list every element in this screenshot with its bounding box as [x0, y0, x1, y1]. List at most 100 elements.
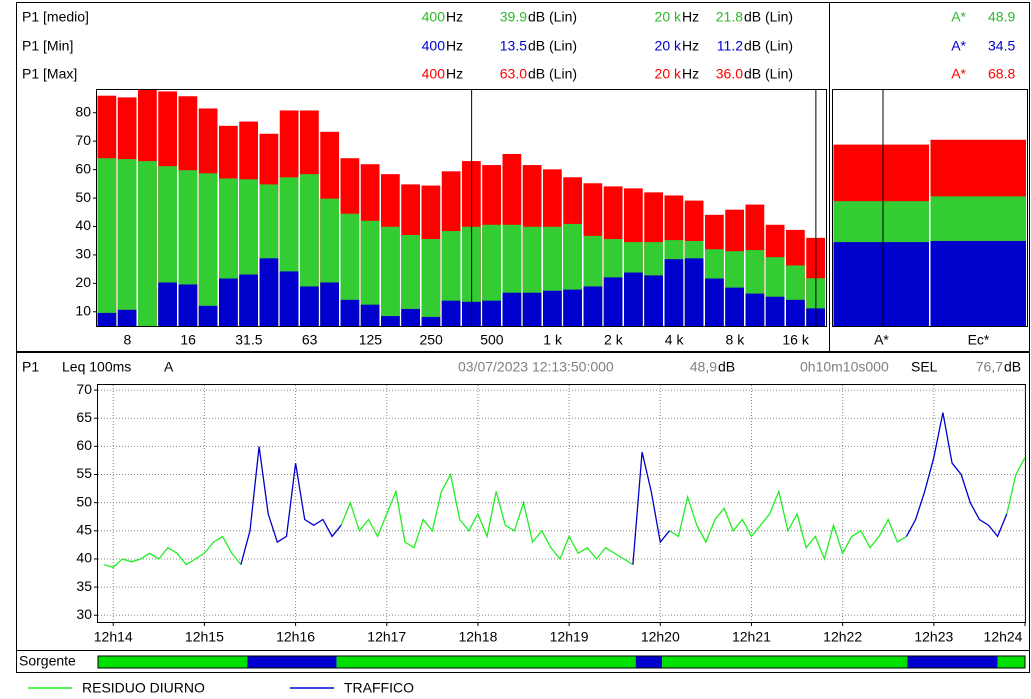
time-plot-frame: [97, 384, 1026, 623]
bar: [930, 240, 1026, 326]
cursor2-level-unit: dB (Lin): [744, 66, 793, 82]
bar: [340, 299, 360, 326]
bar: [381, 226, 400, 326]
bar: [482, 300, 501, 326]
cursor1-level: 13.5: [500, 38, 527, 54]
bar: [178, 284, 198, 326]
cursor1-level-unit: dB (Lin): [528, 9, 577, 25]
bar: [198, 173, 218, 326]
x-tick-label: 12h20: [641, 629, 680, 645]
sel-unit: dB: [1004, 359, 1021, 375]
x-tick-label: 12h17: [367, 629, 406, 645]
channel: P1: [22, 359, 39, 375]
y-tick-label: 10: [75, 302, 91, 318]
source-bar-frame: [97, 655, 1026, 669]
bar: [441, 300, 461, 326]
y-tick-label: 55: [76, 465, 92, 481]
x-tick-label: 12h18: [458, 629, 497, 645]
cursor1-level: 39.9: [500, 9, 527, 25]
band-level: 48.9: [988, 9, 1015, 25]
x-tick-label: 4 k: [665, 332, 685, 348]
y-tick-label: 35: [76, 578, 92, 594]
cursor2-freq: 20 k: [655, 66, 682, 82]
x-tick-label: 12h16: [276, 629, 315, 645]
bar: [421, 316, 441, 326]
bar: [543, 290, 562, 326]
cursor2-level-unit: dB (Lin): [744, 9, 793, 25]
broadband-plot-frame: [832, 89, 1028, 327]
y-tick-label: 45: [76, 522, 92, 538]
row-label: P1 [Min]: [22, 38, 73, 54]
bar: [725, 287, 744, 326]
bar: [603, 277, 623, 326]
x-tick-label: 12h19: [550, 629, 589, 645]
row-label: P1 [Max]: [22, 66, 77, 82]
x-tick-label: 12h22: [823, 629, 862, 645]
source-segment: [247, 656, 337, 668]
cursor2-freq-unit: Hz: [682, 9, 699, 25]
y-tick-label: 40: [75, 217, 91, 233]
bar: [583, 286, 603, 326]
series-line: [103, 457, 1026, 569]
bar: [401, 308, 420, 326]
cursor2-freq-unit: Hz: [682, 38, 699, 54]
band-level: 34.5: [988, 38, 1015, 54]
x-tick-label: A*: [874, 332, 889, 348]
cursor-level: 48,9: [690, 359, 717, 375]
bar: [97, 158, 117, 326]
y-tick-label: 70: [76, 381, 92, 397]
legend-label: RESIDUO DIURNO: [82, 680, 205, 696]
band-level: 68.8: [988, 66, 1015, 82]
sel-label: SEL: [911, 359, 938, 375]
bar: [320, 282, 339, 326]
y-tick-label: 65: [76, 409, 92, 425]
cursor1-level-unit: dB (Lin): [528, 38, 577, 54]
source-segment: [336, 656, 636, 668]
legend-label: TRAFFICO: [344, 680, 414, 696]
x-tick-label: 250: [419, 332, 443, 348]
y-tick-label: 40: [76, 550, 92, 566]
sel-value: 76,7: [976, 359, 1003, 375]
bar: [502, 292, 522, 326]
bar: [401, 235, 420, 326]
bar: [421, 238, 441, 326]
source-segment: [662, 656, 908, 668]
cursor1-freq: 400: [422, 9, 446, 25]
bar: [786, 299, 805, 326]
bar: [158, 282, 177, 326]
cursor2-freq-unit: Hz: [682, 66, 699, 82]
bar: [138, 161, 157, 326]
bar: [381, 316, 400, 326]
spectrum-panel: [16, 2, 1030, 352]
bar: [340, 213, 360, 326]
cursor1-freq: 400: [422, 66, 446, 82]
bar: [765, 296, 785, 326]
cursor2-freq: 20 k: [655, 9, 682, 25]
bar: [198, 305, 218, 326]
bar: [117, 159, 137, 326]
x-tick-label: 12h14: [94, 629, 133, 645]
bar: [705, 278, 724, 326]
source-segment: [907, 656, 998, 668]
source-label: Sorgente: [19, 653, 76, 669]
cursor2-level-unit: dB (Lin): [744, 38, 793, 54]
x-tick-label: 8: [123, 332, 131, 348]
y-tick-label: 60: [75, 160, 91, 176]
bar: [97, 312, 117, 326]
bar: [644, 275, 663, 326]
cursor-level-unit: dB: [718, 359, 735, 375]
band-name: A*: [951, 38, 966, 54]
bar: [259, 258, 279, 326]
x-tick-label: 31.5: [235, 332, 262, 348]
source-panel: [16, 650, 1030, 673]
cursor1-freq-unit: Hz: [446, 66, 463, 82]
x-tick-label: 2 k: [604, 332, 624, 348]
bar: [117, 309, 137, 326]
cursor1-level-unit: dB (Lin): [528, 66, 577, 82]
y-tick-label: 70: [75, 132, 91, 148]
y-tick-label: 50: [76, 493, 92, 509]
duration: 0h10m10s000: [800, 359, 889, 375]
y-tick-label: 30: [76, 606, 92, 622]
band-name: A*: [951, 9, 966, 25]
